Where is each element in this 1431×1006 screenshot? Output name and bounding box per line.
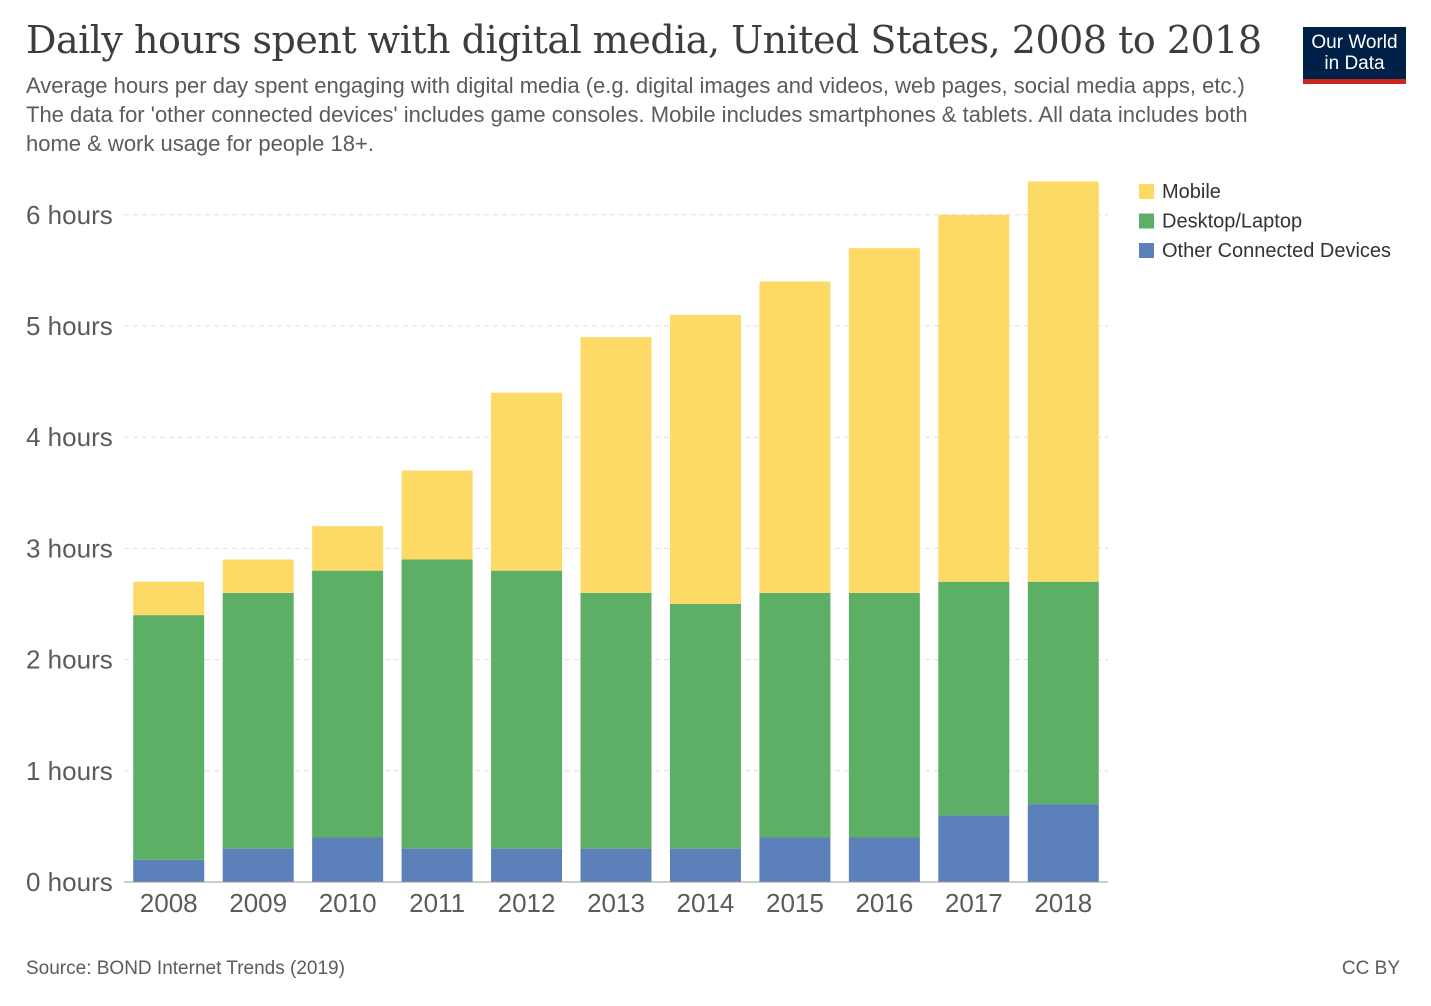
- bar-segment-mobile[interactable]: [938, 214, 1010, 582]
- x-tick-label: 2016: [855, 888, 913, 918]
- x-tick-label: 2013: [587, 888, 645, 918]
- bar-segment-mobile[interactable]: [669, 314, 741, 604]
- x-tick-label: 2018: [1034, 888, 1092, 918]
- legend-label-other-connected-devices[interactable]: Other Connected Devices: [1162, 240, 1391, 262]
- bar-segment-other-connected-devices[interactable]: [848, 837, 920, 882]
- owid-logo[interactable]: Our World in Data: [1303, 27, 1406, 84]
- bar-segment-other-connected-devices[interactable]: [938, 815, 1010, 882]
- y-tick-label: 0 hours: [26, 867, 113, 897]
- bar-segment-desktop-laptop[interactable]: [312, 570, 384, 838]
- bar-segment-other-connected-devices[interactable]: [491, 848, 563, 882]
- x-tick-label: 2017: [945, 888, 1003, 918]
- y-tick-label: 4 hours: [26, 422, 113, 452]
- bar-segment-desktop-laptop[interactable]: [1027, 581, 1099, 805]
- bar-segment-mobile[interactable]: [133, 581, 205, 616]
- bar-segment-other-connected-devices[interactable]: [222, 848, 294, 882]
- bar-segment-desktop-laptop[interactable]: [133, 615, 205, 860]
- bar-segment-mobile[interactable]: [401, 470, 473, 560]
- y-tick-label: 6 hours: [26, 200, 113, 230]
- bar-segment-desktop-laptop[interactable]: [938, 581, 1010, 816]
- legend-swatch-mobile[interactable]: [1139, 184, 1154, 199]
- x-tick-label: 2011: [409, 888, 465, 918]
- bar-segment-other-connected-devices[interactable]: [580, 848, 652, 882]
- license-label[interactable]: CC BY: [1341, 958, 1400, 979]
- bar-segment-desktop-laptop[interactable]: [580, 592, 652, 849]
- x-tick-label: 2009: [229, 888, 287, 918]
- bar-segment-desktop-laptop[interactable]: [669, 604, 741, 849]
- legend-label-desktop-laptop[interactable]: Desktop/Laptop: [1162, 211, 1302, 233]
- bar-segment-other-connected-devices[interactable]: [759, 837, 831, 882]
- y-tick-label: 1 hours: [26, 756, 113, 786]
- chart-title: Daily hours spent with digital media, Un…: [26, 18, 1262, 62]
- legend-label-mobile[interactable]: Mobile: [1162, 181, 1221, 203]
- bar-segment-desktop-laptop[interactable]: [848, 592, 920, 838]
- x-tick-label: 2012: [498, 888, 556, 918]
- logo-line-2: in Data: [1324, 53, 1385, 74]
- bar-segment-mobile[interactable]: [312, 526, 384, 571]
- chart-subtitle: Average hours per day spent engaging wit…: [26, 73, 1248, 156]
- bar-segment-desktop-laptop[interactable]: [491, 570, 563, 849]
- bar-segment-desktop-laptop[interactable]: [401, 559, 473, 849]
- bar-segment-mobile[interactable]: [580, 337, 652, 593]
- x-tick-label: 2014: [677, 888, 735, 918]
- bar-segment-other-connected-devices[interactable]: [1027, 804, 1099, 882]
- bar-segment-desktop-laptop[interactable]: [222, 592, 294, 849]
- logo-line-1: Our World: [1311, 32, 1398, 53]
- bar-segment-other-connected-devices[interactable]: [133, 859, 205, 882]
- bar-segment-mobile[interactable]: [491, 392, 563, 571]
- source-note: Source: BOND Internet Trends (2019): [26, 958, 345, 979]
- bar-segment-mobile[interactable]: [222, 559, 294, 593]
- y-tick-label: 5 hours: [26, 311, 113, 341]
- y-tick-label: 3 hours: [26, 533, 113, 563]
- x-tick-label: 2015: [766, 888, 824, 918]
- bar-segment-other-connected-devices[interactable]: [669, 848, 741, 882]
- x-tick-label: 2008: [140, 888, 198, 918]
- bar-segment-other-connected-devices[interactable]: [401, 848, 473, 882]
- bar-segment-mobile[interactable]: [1027, 181, 1099, 582]
- bar-segment-mobile[interactable]: [759, 281, 831, 593]
- legend-swatch-other-connected-devices[interactable]: [1139, 243, 1154, 258]
- bar-segment-desktop-laptop[interactable]: [759, 592, 831, 838]
- legend-swatch-desktop-laptop[interactable]: [1139, 213, 1154, 229]
- bar-segment-other-connected-devices[interactable]: [312, 837, 384, 882]
- bar-segment-mobile[interactable]: [848, 248, 920, 593]
- x-tick-label: 2010: [319, 888, 377, 918]
- y-tick-label: 2 hours: [26, 645, 113, 675]
